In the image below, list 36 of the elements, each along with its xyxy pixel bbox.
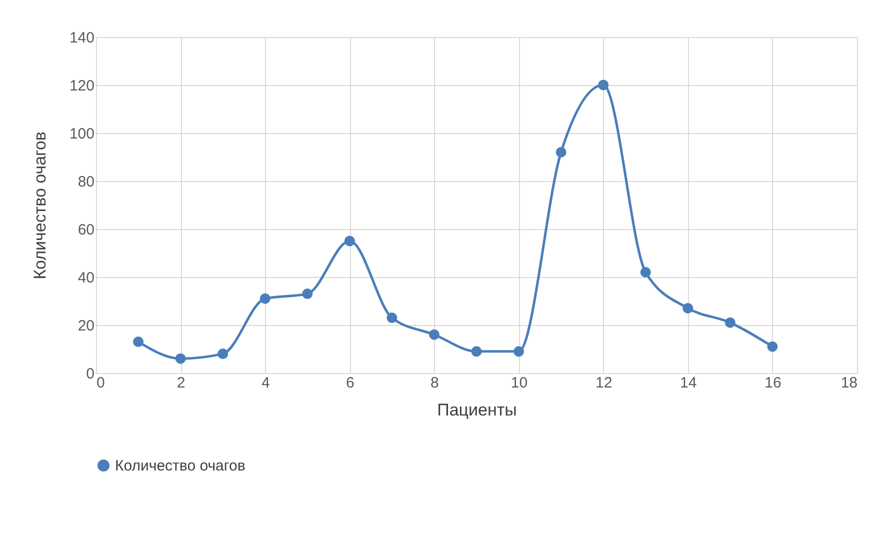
x-tick-label: 2 xyxy=(176,374,186,392)
point xyxy=(260,293,270,304)
y-axis-title: Количество очагов xyxy=(30,132,50,280)
x-tick-label: 14 xyxy=(680,374,697,392)
y-tick-label: 140 xyxy=(69,30,94,46)
point xyxy=(682,302,694,314)
x-tick-label: 16 xyxy=(764,374,782,392)
y-tick-label: 40 xyxy=(78,270,94,286)
point xyxy=(133,336,144,348)
x-tick-label: 0 xyxy=(96,374,105,392)
point xyxy=(428,329,440,340)
point xyxy=(640,266,651,278)
point xyxy=(302,288,313,300)
y-tick-label: 80 xyxy=(78,174,94,190)
x-tick-label: 12 xyxy=(595,374,612,392)
point xyxy=(175,353,186,364)
legend-label: Количество очагов xyxy=(115,458,246,474)
point xyxy=(344,236,355,246)
x-axis-title: Пациенты xyxy=(437,400,517,420)
y-tick-label: 20 xyxy=(78,318,94,334)
point xyxy=(386,312,398,324)
x-tick-label: 10 xyxy=(510,374,528,392)
point xyxy=(471,346,482,357)
y-tick-label: 60 xyxy=(78,222,94,238)
x-tick-label: 8 xyxy=(430,374,439,392)
x-tick-label: 18 xyxy=(840,374,858,392)
y-tick-label: 120 xyxy=(69,78,94,94)
x-tick-label: 4 xyxy=(261,374,270,392)
y-tick-label: 100 xyxy=(69,126,94,142)
point xyxy=(767,341,778,352)
point xyxy=(724,317,736,328)
point xyxy=(218,348,228,360)
x-tick-label: 6 xyxy=(346,374,354,392)
point xyxy=(514,346,524,357)
point xyxy=(598,80,609,90)
point xyxy=(556,146,566,158)
